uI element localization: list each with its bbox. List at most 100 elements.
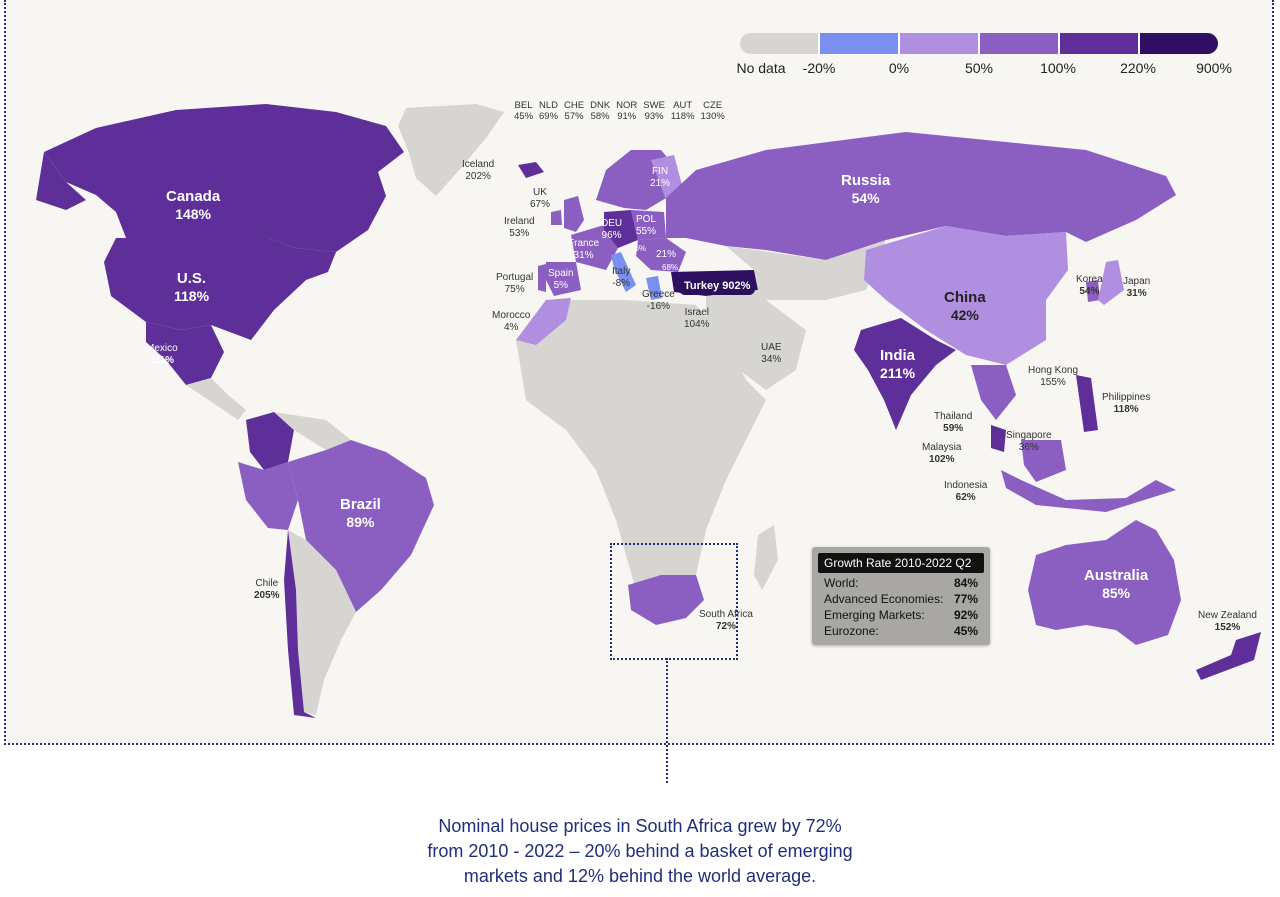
- peru-shape: [238, 462, 298, 530]
- central-asia-shape: [726, 240, 886, 300]
- legend-labels: No data -20% 0% 50% 100% 220% 900%: [736, 60, 1231, 80]
- label-philippines: Philippines 118%: [1102, 392, 1151, 415]
- stat-row-world: World: 84%: [824, 576, 978, 590]
- caption: Nominal house prices in South Africa gre…: [427, 816, 853, 886]
- growth-rate-title: Growth Rate 2010-2022 Q2: [818, 553, 984, 573]
- legend-label-900: 900%: [1196, 60, 1232, 76]
- color-legend: No data -20% 0% 50% 100% 220% 900%: [736, 33, 1232, 80]
- spain-shape: [546, 262, 581, 296]
- legend-bar: [740, 33, 1218, 54]
- finland-shape: [651, 155, 682, 200]
- eu-code-bel: BEL 45%: [514, 100, 534, 122]
- se-asia-shape: [971, 365, 1016, 420]
- germany-shape: [604, 210, 638, 248]
- label-new-zealand: New Zealand 152%: [1198, 610, 1257, 633]
- alaska-shape: [36, 152, 86, 210]
- australia-shape: [1028, 520, 1181, 645]
- label-us: U.S. 118%: [174, 270, 210, 304]
- morocco-shape: [516, 298, 571, 345]
- china-shape: [864, 226, 1068, 365]
- label-rou: 21%: [656, 249, 677, 260]
- stat-row-emerging: Emerging Markets: 92%: [824, 608, 978, 622]
- us-shape: [104, 238, 336, 340]
- mexico-shape: [146, 322, 224, 385]
- legend-swatch-0: [900, 33, 978, 54]
- uk-shape: [564, 196, 584, 232]
- central-america-shape: [186, 378, 246, 420]
- colombia-shape: [246, 412, 294, 470]
- label-chile: Chile 205%: [254, 578, 280, 601]
- label-singapore: Singapore 36%: [1006, 430, 1052, 453]
- label-china: China 42%: [944, 289, 986, 323]
- label-canada: Canada 148%: [166, 188, 221, 222]
- growth-rate-box: Growth Rate 2010-2022 Q2 World: 84% Advan…: [812, 547, 990, 645]
- eu-code-che: CHE 57%: [564, 100, 585, 122]
- ireland-shape: [551, 210, 562, 225]
- stat-row-eurozone: Eurozone: 45%: [824, 624, 978, 638]
- africa-shape: [516, 300, 766, 610]
- india-shape: [854, 318, 956, 430]
- label-turkey: Turkey 902%: [679, 278, 756, 296]
- label-france: France 31%: [568, 238, 600, 261]
- label-malaysia: Malaysia 102%: [922, 442, 962, 465]
- greece-shape: [646, 276, 662, 300]
- argentina-shape: [288, 530, 356, 715]
- iceland-shape: [518, 162, 544, 178]
- label-fin: FIN 21%: [650, 166, 671, 189]
- eu-code-cze: CZE 130%: [700, 100, 725, 122]
- label-uae: UAE 34%: [761, 342, 782, 365]
- stat-row-advanced: Advanced Economies: 77%: [824, 592, 978, 606]
- label-morocco: Morocco 4%: [492, 310, 531, 333]
- label-brazil: Brazil 89%: [340, 496, 381, 530]
- legend-label-100: 100%: [1040, 60, 1076, 76]
- brazil-shape: [288, 440, 434, 612]
- legend-swatch-no-data: [740, 33, 818, 54]
- label-spain: Spain 5%: [548, 268, 574, 291]
- label-korea: Korea 54%: [1076, 274, 1103, 297]
- label-japan: Japan 31%: [1123, 276, 1151, 299]
- label-ireland: Ireland 53%: [504, 216, 535, 239]
- legend-label-220: 220%: [1120, 60, 1156, 76]
- label-iceland: Iceland 202%: [462, 159, 495, 182]
- chile-shape: [284, 530, 316, 718]
- label-uk: UK 67%: [530, 187, 551, 210]
- france-shape: [571, 225, 618, 270]
- label-bgr: 68%: [662, 263, 679, 272]
- legend-swatch-50: [980, 33, 1058, 54]
- legend-label-no-data: No data: [736, 60, 786, 76]
- philippines-shape: [1076, 375, 1098, 432]
- label-indonesia: Indonesia 62%: [944, 480, 988, 503]
- eu-code-nor: NOR 91%: [616, 100, 638, 122]
- middle-east-shape: [706, 290, 806, 390]
- venezuela-shape: [274, 412, 351, 450]
- eu-code-swe: SWE 93%: [643, 100, 665, 122]
- eu-codes-row: BEL 45% NLD 69% CHE 57% DNK 58% NOR 91% SWE 93…: [514, 100, 725, 123]
- label-pol: POL 55%: [636, 214, 657, 237]
- label-india: India 211%: [880, 347, 916, 381]
- new-zealand-shape: [1196, 632, 1261, 680]
- greenland-shape: [398, 104, 504, 196]
- callout-connector: [666, 658, 668, 783]
- legend-swatch-220: [1140, 33, 1218, 54]
- legend-label-neg20: -20%: [802, 60, 836, 76]
- label-australia: Australia 85%: [1084, 567, 1149, 601]
- eu-code-nld: NLD 69%: [539, 100, 559, 122]
- world-map: Canada 148% U.S. 118% Mexico 111% Brazil 89%…: [4, 0, 1274, 745]
- label-hun: 16%: [630, 244, 647, 253]
- label-italy: Italy -8%: [612, 266, 631, 289]
- legend-label-50: 50%: [964, 60, 994, 76]
- legend-label-0: 0%: [888, 60, 910, 76]
- poland-shape: [631, 210, 666, 240]
- label-south-africa: South Africa 72%: [699, 609, 753, 632]
- korea-shape: [1086, 280, 1100, 302]
- label-thailand: Thailand 59%: [934, 411, 973, 434]
- map-shapes: [36, 104, 1261, 718]
- japan-shape: [1098, 260, 1124, 305]
- label-mexico: Mexico 111%: [146, 343, 178, 366]
- south-africa-highlight-box: [610, 543, 738, 660]
- label-russia: Russia 54%: [841, 172, 891, 206]
- legend-swatch-100: [1060, 33, 1138, 54]
- label-hong-kong: Hong Kong 155%: [1028, 365, 1079, 388]
- italy-shape: [611, 252, 636, 292]
- label-deu: DEU 96%: [601, 218, 623, 241]
